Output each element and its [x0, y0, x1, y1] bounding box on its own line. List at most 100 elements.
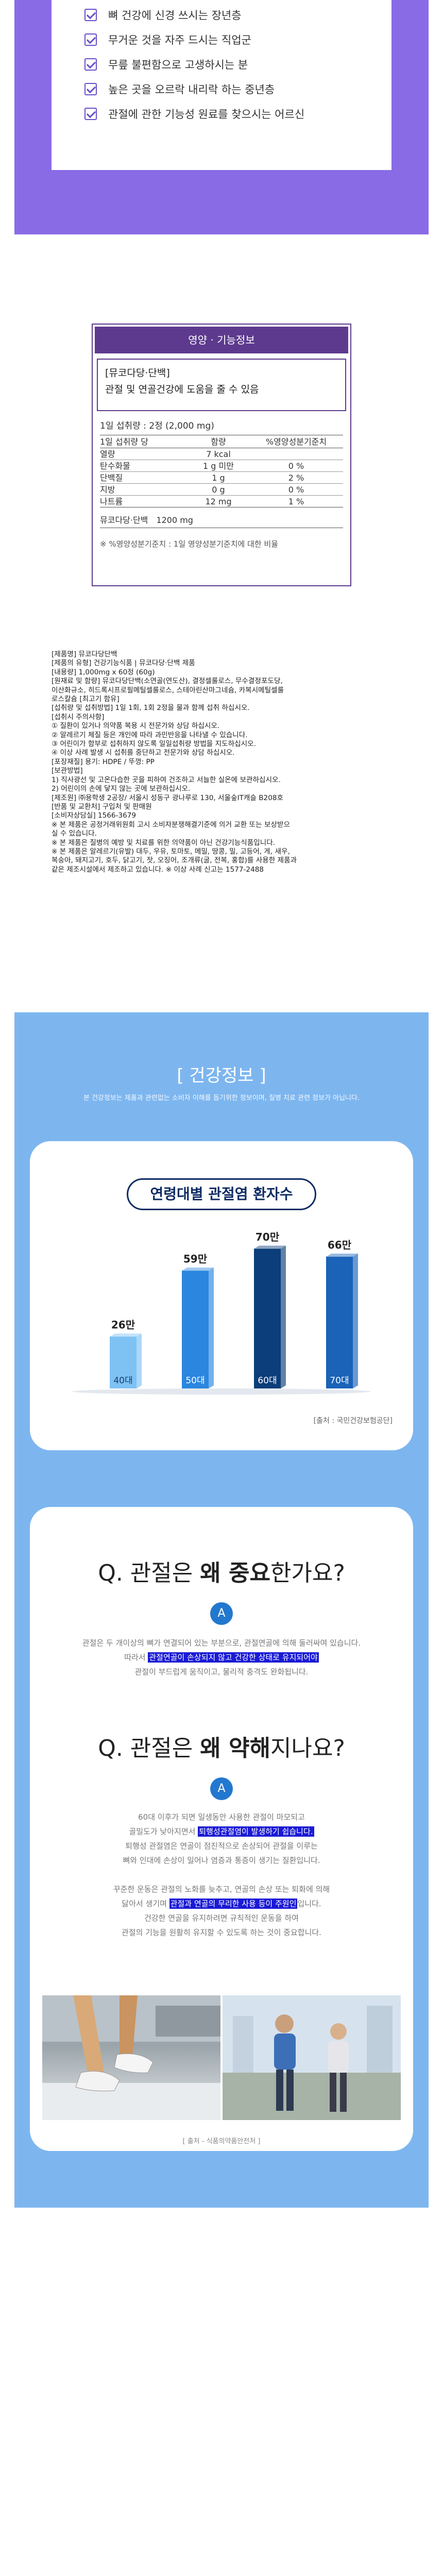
question-1-prefix: Q. 관절은 [98, 1560, 200, 1586]
product-info-line: 실 수 있습니다. [52, 829, 97, 838]
bar-group: 70만 60대 [254, 1231, 286, 1388]
checkbox-icon [84, 83, 97, 95]
checklist-item: 관절에 관한 기능성 원료를 찾으시는 어르신 [84, 101, 391, 126]
question-1: Q. 관절은 왜 중요한가요? [30, 1554, 413, 1587]
product-info-line: [제품명] 뮤코다당단백 [52, 650, 117, 658]
nutrient-percent: 0 % [288, 461, 304, 471]
functional-claim-box: [뮤코다당·단백] 관절 및 연골건강에 도움을 줄 수 있음 [97, 359, 346, 411]
nutrient-percent: 0 % [288, 485, 304, 495]
data-label: 66만 [328, 1239, 352, 1251]
checklist-card: 뼈 건강에 신경 쓰시는 장년층 무거운 것을 자주 드시는 직업군 무릎 불편… [52, 0, 391, 170]
answer-2-line: 뼈와 인대에 손상이 일어나 염증과 통증이 생기는 질환입니다. [123, 1856, 320, 1865]
serving-size: 1일 섭취량 : 2정 (2,000 mg) [100, 421, 214, 431]
checkbox-icon [84, 108, 97, 120]
bar-top [254, 1245, 286, 1249]
checkbox-icon [84, 33, 97, 46]
bar-side [281, 1245, 286, 1388]
checklist-item: 높은 곳을 오르락 내리락 하는 중년층 [84, 77, 391, 101]
checklist-text: 무거운 것을 자주 드시는 직업군 [108, 34, 251, 46]
checkbox-icon [84, 58, 97, 71]
checklist-text: 무릎 불편함으로 고생하시는 분 [108, 59, 248, 71]
column-header: %영양성분기준치 [265, 437, 327, 447]
product-info-line: 2) 어린이의 손에 닿지 않는 곳에 보관하십시오. [52, 785, 191, 793]
nutrient-amount: 7 kcal [206, 449, 231, 459]
product-info-line: [섭취량 및 섭취방법] 1일 1회, 1회 2정을 물과 함께 섭취 하십시오… [52, 704, 250, 713]
bar-top [110, 1333, 142, 1337]
checklist-item: 뼈 건강에 신경 쓰시는 장년층 [84, 3, 391, 27]
bar-group: 26만 40대 [110, 1318, 142, 1388]
answer-1-line: 따라서 관절연골이 손상되지 않고 건강한 상태로 유지되어야 [50, 1650, 393, 1665]
nutrient-amount: 1 g [212, 473, 225, 483]
functional-amount: 1200 mg [156, 515, 193, 525]
product-info-line: [반품 및 교환처] 구입처 및 판매원 [52, 802, 152, 811]
arthritis-bar-chart: 26만 40대 59만 50대 70만 60대 66만 70대 [72, 1231, 371, 1395]
health-info-title: [ 건강정보 ] [177, 1065, 266, 1086]
nutrient-percent: 1 % [288, 497, 304, 506]
answer-1: 관절은 두 개이상의 뼈가 연결되어 있는 부분으로, 관절연골에 의해 둘러싸… [50, 1636, 393, 1679]
product-info-line: ※ 본 제품은 공정거래위원회 고시 소비자분쟁해결기준에 의거 교환 또는 보… [52, 820, 290, 829]
answer-1-line: 관절이 부드럽게 움직이고, 물리적 충격도 완화됩니다. [134, 1667, 309, 1676]
health-info-section: [ 건강정보 ] 본 건강정보는 제품과 관련없는 소비자 이해를 돕기위한 정… [14, 1012, 429, 2208]
nutrient-name: 열량 [100, 449, 115, 459]
answer-2-line: 꾸준한 운동은 관절의 노화를 늦추고, 연골의 손상 또는 퇴화에 의해 [113, 1885, 330, 1894]
chart-title: 연령대별 관절염 환자수 [127, 1178, 316, 1210]
qa-source: [ 출처 - 식품의약품안전처 ] [182, 2138, 261, 2145]
nutrition-table: 1일 섭취량 당 함량 %영양성분기준치 열량 7 kcal 탄수화물 1 g … [100, 435, 343, 507]
nutrient-name: 지방 [100, 485, 115, 495]
answer-2-text: 입니다. [297, 1899, 321, 1908]
product-info-line: [원재료 및 함량] 뮤코다당단백(소연골(연도산), 결정셀룰로스, 무수결정… [52, 677, 283, 686]
nutrition-facts-box: 영양 · 기능정보 [뮤코다당·단백] 관절 및 연골건강에 도움을 줄 수 있… [92, 324, 351, 586]
nutrient-percent [249, 448, 343, 460]
checklist-item: 무거운 것을 자주 드시는 직업군 [84, 27, 391, 52]
category-label: 50대 [185, 1376, 205, 1386]
checklist-text: 관절에 관한 기능성 원료를 찾으시는 어르신 [108, 108, 305, 121]
product-info-line: 로스칼슘 [최고기 함유] [52, 695, 120, 704]
product-info-line: ① 질환이 있거나 의약품 복용 시 전문가와 상담 하십시오. [52, 722, 220, 731]
question-1-emphasis: 왜 중요 [200, 1560, 270, 1586]
answer-2-line: 퇴행성 관절염은 연골이 점진적으로 손상되어 관절을 이루는 [125, 1841, 318, 1851]
question-2-emphasis: 왜 약해 [200, 1735, 270, 1761]
checklist-item: 무릎 불편함으로 고생하시는 분 [84, 52, 391, 77]
checklist-text: 높은 곳을 오르락 내리락 하는 중년층 [108, 83, 275, 96]
product-info-line: [보관방법] [52, 767, 83, 775]
checklist-text: 뼈 건강에 신경 쓰시는 장년층 [108, 9, 242, 22]
product-info-line: [내용량] 1,000mg x 60정 (60g) [52, 668, 155, 676]
bar-side [353, 1253, 358, 1388]
nutrient-amount: 0 g [212, 485, 225, 495]
answer-2-line: 60대 이후가 되면 일생동안 사용한 관절이 마모되고 [138, 1812, 305, 1822]
question-2-suffix: 지나요? [270, 1735, 345, 1761]
answer-2-highlight: 퇴행성관절염이 발생하기 쉽습니다. [198, 1826, 314, 1837]
answer-2-text: 닳아서 생기며 [122, 1899, 169, 1908]
product-info-text: [제품명] 뮤코다당단백 [제품의 유형] 건강기능식품 | 뮤코다당·단백 제품… [52, 650, 402, 874]
column-header: 1일 섭취량 당 [100, 437, 148, 447]
answer-2-line: 닳아서 생기며 관절과 연골의 무리한 사용 등이 주원인 입니다. [50, 1896, 393, 1911]
answer-2-line: 관절의 기능을 원활히 유지할 수 있도록 하는 것이 중요합니다. [122, 1928, 321, 1937]
table-row: 단백질 1 g 2 % [100, 472, 343, 484]
column-header: 함량 [211, 437, 226, 447]
product-info-line: 1) 직사광선 및 고온다습한 곳을 피하여 건조하고 서늘한 실온에 보관하십… [52, 775, 281, 784]
question-2: Q. 관절은 왜 약해지나요? [30, 1730, 413, 1762]
data-label: 70만 [255, 1231, 280, 1243]
product-info-line: [제품의 유형] 건강기능식품 | 뮤코다당·단백 제품 [52, 659, 195, 668]
product-info-line: [포장재질] 용기: HDPE / 뚜껑: PP [52, 757, 155, 766]
answer-1-highlight: 관절연골이 손상되지 않고 건강한 상태로 유지되어야 [148, 1652, 319, 1663]
product-info-line: [제조원] ㈜용학생 2공장/ 서울시 성동구 광나루로 130, 서울숲IT캐… [52, 793, 283, 802]
nutrient-percent: 2 % [288, 473, 304, 483]
bar-group: 59만 50대 [182, 1252, 214, 1388]
nutrient-amount: 1 g 미만 [203, 461, 234, 471]
chart-baseline-shadow [72, 1388, 371, 1395]
category-label: 70대 [330, 1376, 349, 1386]
data-label: 59만 [183, 1252, 208, 1265]
nutrition-table-header: 1일 섭취량 당 함량 %영양성분기준치 [100, 435, 343, 448]
photo-walking-legs [42, 1995, 220, 2120]
answer-2-line: 골밀도가 낮아지면서 퇴행성관절염이 발생하기 쉽습니다. [50, 1824, 393, 1839]
product-info-line: ※ 본 제품은 질병의 예방 및 치료를 위한 의약품이 아닌 건강기능식품입니… [52, 838, 276, 847]
nutrition-header: 영양 · 기능정보 [95, 327, 348, 353]
nutrient-name: 나트륨 [100, 497, 123, 506]
product-info-line: ③ 어린이가 함부로 섭취하지 않도록 일일섭취량 방법을 지도하십시오. [52, 740, 256, 749]
bar-top [326, 1253, 358, 1257]
answer-2-text: 골밀도가 낮아지면서 [129, 1827, 198, 1836]
product-info-line: 같은 제조시설에서 제조하고 있습니다. ※ 이상 사례 신고는 1577-24… [52, 865, 264, 874]
product-info-line: [섭취시 주의사항] [52, 713, 105, 721]
nutrient-name: 탄수화물 [100, 461, 130, 471]
